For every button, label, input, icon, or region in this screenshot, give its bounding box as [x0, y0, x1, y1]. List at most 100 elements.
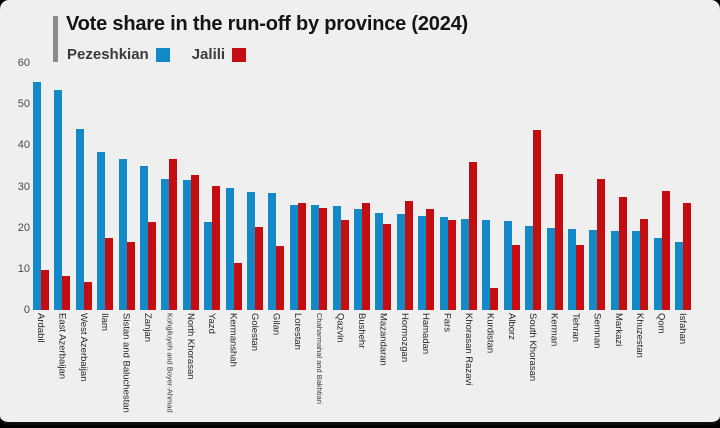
bar-jalili [640, 219, 649, 310]
bar-jalili [212, 185, 221, 310]
bar-jalili [190, 174, 199, 310]
bar-jalili [597, 179, 606, 310]
bar-pezeshkian [589, 229, 598, 310]
bar-jalili [426, 208, 435, 310]
bar-jalili [126, 242, 135, 310]
bar-pezeshkian [503, 221, 512, 310]
bar-jalili [62, 276, 71, 310]
bar-jalili [105, 238, 114, 310]
y-axis-tick-label: 50 [17, 98, 30, 111]
x-axis-label: South Khorasan [527, 313, 539, 382]
bar-pezeshkian [247, 191, 255, 310]
chart-title: Vote share in the run-off by province (2… [66, 13, 469, 35]
bar-jalili [533, 130, 542, 310]
x-axis-label: Alborz [505, 313, 517, 340]
legend-label-jalili: Jalili [191, 46, 226, 63]
legend: Pezeshkian Jalili [67, 46, 247, 63]
bar-jalili [255, 227, 263, 310]
x-axis-label: Hormozgan [398, 313, 410, 363]
bar-pezeshkian [225, 188, 234, 310]
bar-pezeshkian [311, 205, 320, 310]
x-axis-label: Zanjan [142, 313, 153, 343]
bar-pezeshkian [118, 158, 127, 310]
bar-jalili [511, 244, 520, 310]
bar-pezeshkian [439, 216, 448, 310]
x-axis-label: Tehran [570, 313, 581, 343]
bar-jalili [319, 207, 328, 310]
x-axis-label: Kerman [548, 313, 560, 347]
x-axis-label: Gilan [270, 313, 282, 336]
y-axis-tick-label: 0 [23, 304, 30, 316]
x-axis-label: Fars [441, 313, 453, 332]
bar-jalili [683, 202, 691, 310]
x-axis-label: Semnan [591, 313, 603, 349]
bar-jalili [83, 282, 92, 310]
x-axis-label: West Azerbaijan [77, 313, 89, 382]
x-axis-label: East Azerbaijan [56, 313, 68, 380]
bar-pezeshkian [461, 219, 469, 310]
bar-pezeshkian [140, 165, 148, 310]
x-axis-label: Kurdistan [484, 313, 496, 354]
bar-pezeshkian [632, 231, 641, 310]
x-axis-label: Golestan [249, 313, 260, 352]
x-axis-label: Ardabil [35, 313, 46, 343]
legend-swatch-pezeshkian [155, 47, 170, 62]
legend-swatch-jalili [232, 47, 247, 62]
title-accent-bar [53, 16, 58, 62]
x-axis-label: Kermanshah [227, 313, 239, 367]
x-axis-label: Lorestan [291, 313, 303, 350]
bar-pezeshkian [396, 214, 405, 310]
bar-jalili [340, 220, 349, 310]
x-axis-label: Chaharmahal and Bakhtiari [315, 313, 325, 404]
y-axis-tick-label: 30 [17, 180, 30, 193]
bar-pezeshkian [375, 213, 384, 310]
x-axis-label: Ilam [99, 313, 111, 331]
bar-pezeshkian [33, 81, 41, 310]
bar-pezeshkian [568, 228, 576, 310]
bar-pezeshkian [182, 180, 191, 310]
x-axis-label: Qazvin [334, 313, 346, 343]
bar-jalili [362, 203, 370, 310]
bar-pezeshkian [75, 128, 84, 310]
bar-pezeshkian [418, 216, 427, 310]
bar-pezeshkian [161, 178, 170, 310]
bar-pezeshkian [54, 90, 63, 310]
x-axis-label: Sistan and Baluchestan [120, 313, 132, 413]
bar-jalili [490, 287, 499, 310]
y-axis-tick-label: 40 [17, 139, 30, 152]
bar-jalili [469, 162, 477, 310]
bar-jalili [661, 190, 670, 310]
legend-item-jalili: Jalili [191, 46, 247, 63]
bar-jalili [618, 196, 627, 310]
bar-pezeshkian [546, 228, 555, 310]
bar-jalili [554, 174, 563, 310]
x-axis-label: Hamadan [420, 313, 432, 355]
y-axis-tick-label: 20 [17, 221, 30, 234]
bar-jalili [404, 201, 413, 310]
x-axis-label: Markazi [612, 313, 624, 347]
x-axis-label: Mazandaran [377, 313, 389, 366]
x-axis-label: Yazd [206, 313, 218, 334]
bar-pezeshkian [332, 206, 341, 310]
x-axis-label: Bushehr [356, 313, 367, 349]
bar-pezeshkian [204, 222, 213, 310]
bar-jalili [447, 220, 456, 310]
bar-pezeshkian [97, 151, 106, 310]
bar-pezeshkian [268, 192, 277, 310]
legend-label-pezeshkian: Pezeshkian [67, 46, 149, 63]
y-axis-tick-label: 60 [17, 57, 30, 69]
bar-jalili [383, 223, 392, 310]
x-axis-label: Kohgiluyeh and Boyer-Ahmad [165, 313, 175, 413]
bar-jalili [41, 269, 49, 310]
bar-jalili [297, 202, 306, 310]
bar-jalili [169, 158, 178, 310]
bar-jalili [576, 244, 584, 310]
x-axis-label: North Khorasan [184, 313, 196, 380]
bar-pezeshkian [653, 238, 662, 310]
bar-jalili [276, 245, 285, 310]
bar-pezeshkian [610, 230, 619, 310]
bar-pezeshkian [354, 208, 362, 310]
bar-pezeshkian [675, 242, 683, 310]
